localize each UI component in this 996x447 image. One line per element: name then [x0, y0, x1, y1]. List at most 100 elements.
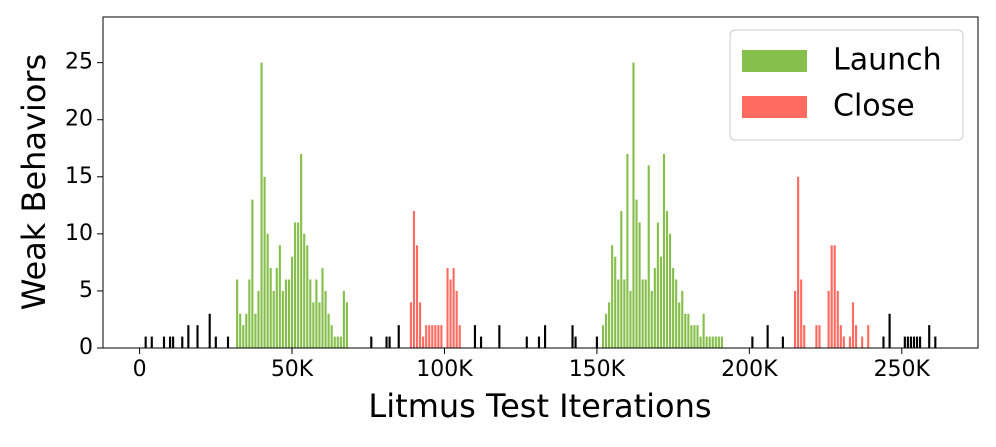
bar — [284, 279, 287, 348]
bar — [248, 279, 251, 348]
bar — [906, 336, 909, 348]
bar — [269, 268, 272, 348]
x-tick-label: 0 — [133, 357, 147, 382]
bar — [409, 302, 412, 348]
bar — [339, 336, 342, 348]
x-tick-label: 200K — [721, 357, 778, 382]
bar — [720, 336, 723, 348]
bar — [903, 336, 906, 348]
bar — [717, 336, 720, 348]
bar — [848, 336, 852, 348]
bar — [836, 290, 839, 348]
bar — [781, 336, 784, 348]
bar — [385, 336, 388, 348]
bar — [150, 336, 153, 348]
bar — [257, 290, 260, 348]
bar — [345, 302, 348, 348]
bar — [281, 290, 284, 348]
legend-label: Close — [833, 89, 915, 124]
bar — [644, 279, 647, 348]
bar — [272, 290, 275, 348]
bar — [830, 245, 833, 348]
bar — [614, 256, 617, 348]
bar — [882, 336, 885, 348]
bar — [370, 336, 373, 348]
bar — [437, 325, 440, 348]
bar — [928, 325, 931, 348]
bar — [455, 290, 458, 348]
bar — [336, 336, 339, 348]
bar — [912, 336, 916, 348]
x-tick-label: 100K — [416, 357, 473, 382]
bar — [303, 233, 306, 348]
bar — [458, 325, 461, 348]
bar — [702, 313, 705, 348]
bar — [312, 302, 315, 348]
bar — [525, 336, 528, 348]
bar — [934, 336, 937, 348]
bar — [604, 313, 608, 348]
bar — [751, 336, 754, 348]
bar — [431, 325, 434, 348]
bar — [803, 325, 806, 348]
bar — [428, 325, 431, 348]
bar — [181, 336, 184, 348]
bar — [659, 256, 662, 348]
bar — [236, 279, 239, 348]
bar — [473, 325, 477, 348]
bar — [544, 325, 547, 348]
bar — [324, 290, 327, 348]
bar — [214, 336, 217, 348]
bar — [169, 336, 172, 348]
bar — [315, 279, 318, 348]
bar — [187, 325, 190, 348]
bar — [278, 245, 281, 348]
bar — [196, 325, 199, 348]
bar — [815, 325, 818, 348]
bar — [254, 313, 257, 348]
bar — [601, 325, 605, 348]
bar — [318, 302, 321, 348]
bar — [321, 268, 324, 348]
bar — [827, 290, 830, 348]
x-tick-label: 150K — [569, 357, 626, 382]
bar — [309, 279, 312, 348]
bar — [800, 279, 803, 348]
bar — [647, 165, 650, 348]
bar — [915, 336, 919, 348]
bar — [342, 290, 345, 348]
legend-label: Launch — [833, 43, 942, 78]
bar — [498, 325, 501, 348]
bar — [632, 62, 635, 348]
bar — [623, 279, 626, 348]
bar — [675, 279, 678, 348]
bar — [839, 325, 842, 348]
x-tick-label: 250K — [874, 357, 931, 382]
bar — [842, 336, 845, 348]
bar — [571, 325, 574, 348]
bar — [690, 325, 693, 348]
bar — [440, 325, 443, 348]
bar — [300, 153, 303, 348]
bar — [330, 325, 333, 348]
bar — [833, 245, 836, 348]
bar — [275, 268, 278, 348]
bar — [681, 290, 684, 348]
bar — [290, 256, 294, 348]
bar — [306, 245, 309, 348]
bar — [851, 302, 855, 348]
bar — [818, 325, 821, 348]
bar — [665, 211, 669, 348]
bar — [537, 336, 541, 348]
y-tick-label: 0 — [79, 335, 93, 360]
bar — [397, 325, 400, 348]
y-tick-label: 25 — [65, 50, 93, 75]
bar — [611, 245, 614, 348]
bar — [641, 279, 644, 348]
bar — [388, 336, 391, 348]
bar — [333, 336, 336, 348]
bar — [208, 313, 211, 348]
bar — [708, 336, 711, 348]
bar — [162, 336, 166, 348]
